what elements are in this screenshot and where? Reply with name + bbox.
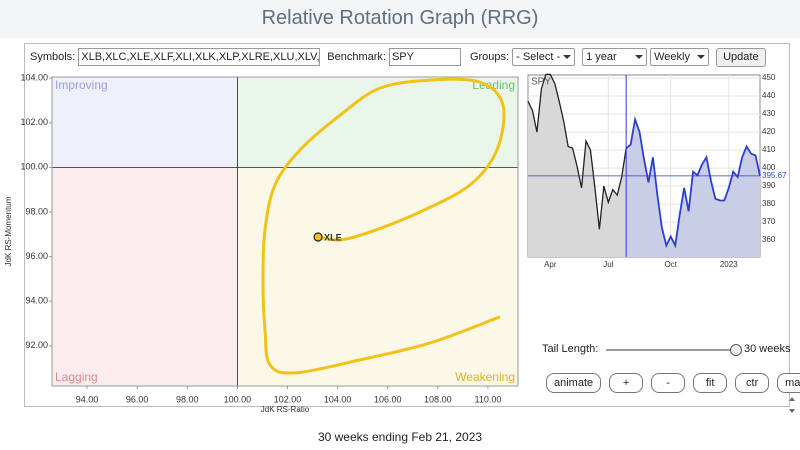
y-axis-label: JdK RS-Momentum <box>4 196 13 266</box>
control-button[interactable]: ctr <box>735 373 770 393</box>
tail-head <box>313 232 323 242</box>
toolbar: Symbols: XLB,XLC,XLE,XLF,XLI,XLK,XLP,XLR… <box>30 47 766 67</box>
symbols-label: Symbols: <box>30 51 76 63</box>
y-tick-label: 390 <box>762 181 776 190</box>
page-title: Relative Rotation Graph (RRG) <box>0 0 800 38</box>
x-tick-label: 106.00 <box>374 394 402 404</box>
chart-title: SPY <box>531 77 551 88</box>
series-label: XLE <box>324 232 342 242</box>
y-tick-label: 370 <box>762 217 776 226</box>
x-tick-label: 104.00 <box>324 394 352 404</box>
x-tick-label: 2023 <box>720 260 738 269</box>
x-tick-label: 108.00 <box>424 394 452 404</box>
y-tick-label: 100.00 <box>20 162 48 172</box>
tail-length-value: 30 weeks <box>744 343 791 355</box>
benchmark-input[interactable]: SPY <box>388 48 461 66</box>
y-tick-label: 430 <box>762 109 776 118</box>
y-tick-label: 104.00 <box>20 72 48 82</box>
x-tick-label: Apr <box>544 260 557 269</box>
update-button[interactable]: Update <box>716 47 766 67</box>
price-line <box>527 73 627 230</box>
y-tick-label: 400 <box>762 163 776 172</box>
y-tick-label: 102.00 <box>20 117 48 127</box>
control-button[interactable]: animate <box>546 373 602 393</box>
x-axis-label: JdK RS-Ratio <box>261 405 310 414</box>
y-tick-label: 94.00 <box>25 296 48 306</box>
plot-frame <box>51 76 519 387</box>
quadrant-label: Weakening <box>455 370 515 384</box>
symbols-input[interactable]: XLB,XLC,XLE,XLF,XLI,XLK,XLP,XLRE,XLU,XLV… <box>78 48 321 66</box>
frequency-select[interactable]: Weekly <box>650 48 710 66</box>
y-tick-label: 380 <box>762 199 776 208</box>
benchmark-label: Benchmark: <box>327 51 386 63</box>
footer: 30 weeks ending Feb 21, 2023 <box>317 430 483 444</box>
y-tick-label: 420 <box>762 127 776 136</box>
y-tick-label: 360 <box>762 235 776 244</box>
tail-slider[interactable] <box>606 349 736 351</box>
control-button[interactable]: fit <box>693 373 728 393</box>
panel <box>24 43 790 407</box>
control-button[interactable]: max <box>777 373 800 393</box>
quadrant-label: Lagging <box>55 370 98 384</box>
x-tick-label: Jul <box>603 260 613 269</box>
y-tick-label: 450 <box>762 73 776 82</box>
y-tick-label: 92.00 <box>25 340 48 350</box>
x-tick-label: 110.00 <box>475 394 502 404</box>
control-button[interactable]: + <box>609 373 644 393</box>
quadrant <box>237 77 519 168</box>
tail-length-label: Tail Length: <box>542 343 599 355</box>
scroll-arrows[interactable] <box>788 395 796 415</box>
y-tick-label: 440 <box>762 91 776 100</box>
y-tick-label: 98.00 <box>25 206 48 216</box>
area <box>626 119 760 257</box>
period-select[interactable]: 1 year <box>582 48 648 66</box>
x-tick-label: 100.00 <box>224 394 252 404</box>
price-line <box>625 115 761 249</box>
x-tick-label: Oct <box>665 260 678 269</box>
tail-line <box>261 77 506 375</box>
quadrant <box>52 77 238 168</box>
x-tick-label: 94.00 <box>76 394 99 404</box>
groups-label: Groups: <box>469 51 510 63</box>
quadrant <box>237 167 519 386</box>
button-row: animate +-fitctrmax <box>546 373 800 393</box>
quadrant <box>52 167 238 386</box>
x-tick-label: 96.00 <box>126 394 149 404</box>
x-tick-label: 98.00 <box>176 394 199 404</box>
x-tick-label: 102.00 <box>274 394 302 404</box>
y-tick-label: 96.00 <box>25 251 48 261</box>
tail-slider-knob[interactable] <box>730 344 742 356</box>
quadrant-label: Improving <box>55 78 108 92</box>
groups-select[interactable]: - Select - <box>512 48 576 66</box>
last-price-label: 395.67 <box>762 171 787 180</box>
y-tick-label: 410 <box>762 145 776 154</box>
control-button[interactable]: - <box>651 373 686 393</box>
